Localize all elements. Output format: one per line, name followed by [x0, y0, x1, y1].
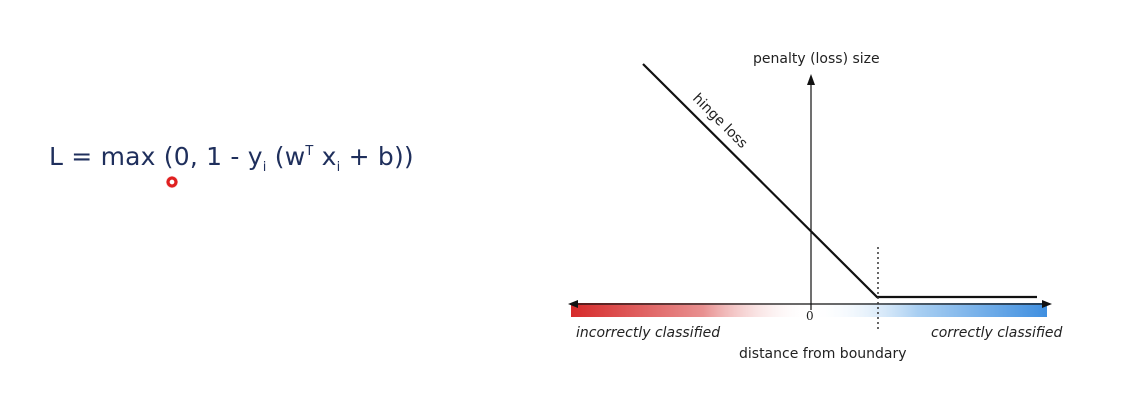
hinge-loss-curve — [642, 63, 1037, 299]
y-axis-arrow-icon — [807, 74, 815, 85]
x-axis-right-arrow-icon — [1042, 300, 1052, 308]
formula-zero: 0 — [173, 142, 190, 171]
formula-one-minus-y: 1 - y — [198, 142, 263, 171]
hinge-loss-formula: L = max (0, 1 - yi (wT xi + b)) — [49, 142, 414, 175]
correctly-classified-label: correctly classified — [931, 325, 1063, 341]
incorrect-gradient-bar — [571, 303, 811, 317]
curve-label: hinge loss — [689, 91, 750, 152]
pointer-highlight-icon — [166, 176, 178, 188]
x-axis-label: distance from boundary — [739, 346, 907, 362]
formula-superscript-t: T — [305, 144, 314, 159]
formula-x: x — [313, 142, 337, 171]
formula-comma: , — [189, 142, 199, 171]
formula-subscript-i: i — [262, 160, 267, 175]
origin-label: 0 — [806, 309, 814, 323]
x-axis-left-arrow-icon — [568, 300, 578, 308]
formula-w: (w — [266, 142, 306, 171]
formula-lhs: L = max ( — [49, 142, 174, 171]
formula-subscript-i-2: i — [336, 160, 341, 175]
formula-plus-b: + b)) — [340, 142, 414, 171]
incorrectly-classified-label: incorrectly classified — [576, 325, 720, 341]
y-axis-label: penalty (loss) size — [753, 51, 880, 67]
correct-gradient-bar — [811, 303, 1047, 317]
